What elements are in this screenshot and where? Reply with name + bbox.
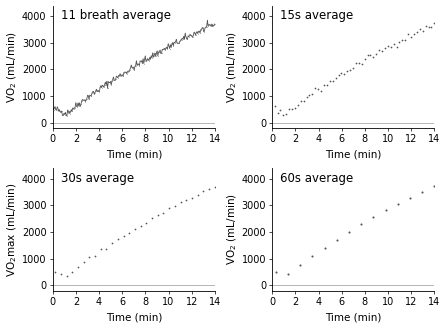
Text: 11 breath average: 11 breath average [61,9,171,22]
Y-axis label: VO$_2$max (mL/min): VO$_2$max (mL/min) [5,182,19,277]
Text: 30s average: 30s average [61,172,134,185]
Text: 15s average: 15s average [281,9,354,22]
X-axis label: Time (min): Time (min) [325,313,381,322]
Text: 60s average: 60s average [281,172,354,185]
X-axis label: Time (min): Time (min) [106,313,162,322]
Y-axis label: VO$_2$ (mL/min): VO$_2$ (mL/min) [5,31,19,103]
Y-axis label: VO$_2$ (mL/min): VO$_2$ (mL/min) [225,194,239,265]
Y-axis label: VO$_2$ (mL/min): VO$_2$ (mL/min) [225,31,239,103]
X-axis label: Time (min): Time (min) [325,150,381,160]
X-axis label: Time (min): Time (min) [106,150,162,160]
